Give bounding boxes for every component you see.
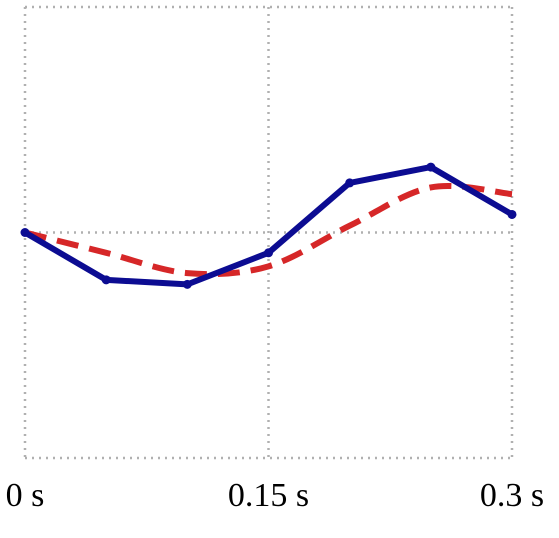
data-point	[101, 275, 111, 285]
x-tick-label: 0 s	[6, 477, 45, 514]
x-tick-label: 0.3 s	[480, 477, 544, 514]
series-line	[24, 182, 513, 278]
x-tick-label: 0.15 s	[228, 477, 309, 514]
data-point	[426, 162, 436, 172]
data-point	[345, 178, 355, 188]
data-point	[264, 248, 273, 258]
data-point	[507, 209, 517, 219]
data-point	[182, 279, 192, 289]
data-point	[20, 228, 30, 237]
